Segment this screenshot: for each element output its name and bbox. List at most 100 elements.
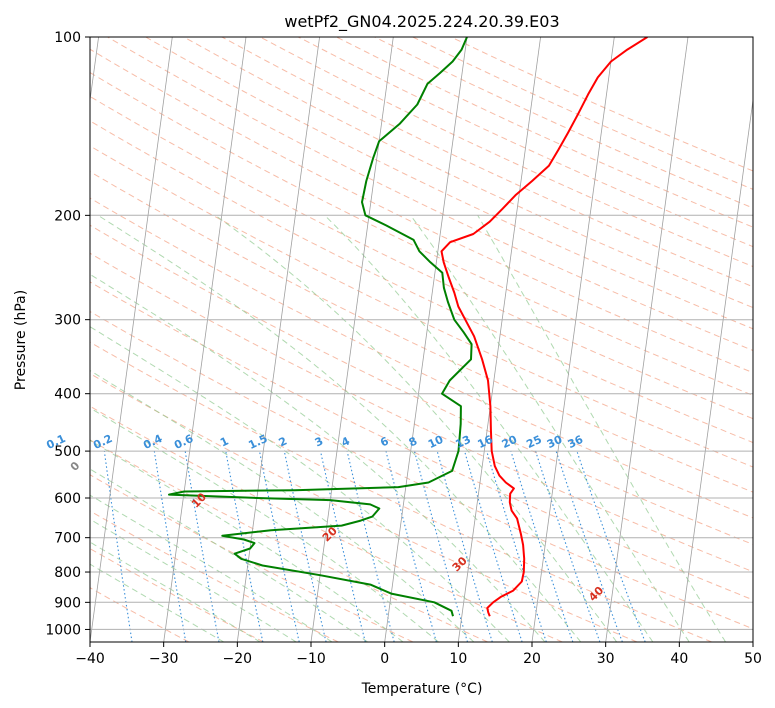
chart-title: wetPf2_GN04.2025.224.20.39.E03	[284, 12, 559, 32]
y-axis-label: Pressure (hPa)	[13, 290, 29, 390]
skewed-isotherm-line	[531, 37, 615, 642]
moist-adiabat-line	[215, 214, 618, 642]
dry-adiabat-line	[145, 37, 753, 330]
mixing-ratio-label: 2	[277, 434, 289, 449]
dry-adiabat-line	[90, 48, 753, 374]
y-tick-label: 100	[54, 30, 81, 46]
x-tick-label: −10	[296, 651, 326, 667]
x-tick-label: 0	[380, 651, 389, 667]
moist-adiabat-line	[324, 214, 654, 642]
skewed-isotherm-line	[605, 37, 689, 642]
mixing-ratio-label: 13	[453, 433, 472, 451]
mixing-ratio-label: 0.2	[91, 432, 114, 452]
dry-adiabat-line	[90, 171, 753, 493]
x-tick-label: 30	[597, 651, 615, 667]
mixing-ratio-line	[385, 450, 437, 642]
y-tick-label: 1000	[45, 622, 81, 638]
dry-adiabat-line	[90, 224, 753, 545]
grid-layer	[90, 37, 753, 642]
mixing-ratio-label: 25	[524, 433, 543, 451]
moist-adiabat-line	[477, 215, 727, 642]
dry-adiabat-line	[259, 37, 753, 268]
dry-adiabat-line	[90, 373, 638, 642]
mixing-ratio-line	[555, 450, 623, 642]
y-tick-label: 500	[54, 444, 81, 460]
x-tick-label: 20	[523, 651, 541, 667]
mixing-ratio-line	[153, 451, 187, 642]
plot-frame	[89, 36, 754, 643]
moist-adiabat-line	[90, 541, 261, 642]
series-layer	[168, 37, 648, 617]
skewed-isotherm-line	[384, 37, 468, 642]
moist-adiabat-line	[97, 214, 582, 642]
dry-adiabat-line	[90, 439, 488, 642]
moist-adiabat-line	[90, 326, 510, 642]
skewed-isotherm-line	[163, 37, 247, 642]
dry-adiabat-line	[90, 95, 753, 420]
mixing-ratio-label: 36	[566, 433, 586, 451]
skewed-isotherm-line	[90, 37, 173, 642]
dry-adiabat-line	[90, 120, 753, 444]
x-tick-label: −40	[75, 651, 105, 667]
skewed-isotherm-line	[678, 97, 753, 642]
x-tick-label: −30	[149, 651, 179, 667]
mixing-ratio-label: 0.4	[141, 432, 164, 452]
y-tick-label: 300	[54, 313, 81, 329]
dry-adiabat-line	[374, 37, 753, 209]
dry-adiabat-line	[90, 510, 339, 642]
mixing-ratio-line	[576, 450, 646, 642]
moist-adiabat-line	[90, 518, 297, 642]
skewed-isotherm-line	[310, 37, 394, 642]
mixing-ratio-line	[413, 450, 469, 642]
mixing-ratio-label: 8	[407, 434, 419, 449]
dry-adiabat-label: 40	[586, 584, 606, 604]
dry-adiabat-line	[90, 71, 753, 396]
dry-adiabat-label: 0	[68, 459, 83, 474]
mixing-ratio-label: 16	[476, 433, 496, 451]
x-tick-label: 10	[449, 651, 467, 667]
y-tick-label: 800	[54, 565, 81, 581]
moist-adiabat-line	[90, 273, 546, 642]
dewpoint-profile-line	[168, 37, 473, 617]
mixing-ratio-line	[535, 450, 601, 642]
temperature-profile-line	[440, 37, 648, 617]
mixing-ratio-label: 3	[313, 434, 325, 449]
moist-adiabat-line	[410, 215, 690, 642]
moist-adiabat-line	[90, 563, 225, 642]
mixing-ratio-label: 30	[545, 433, 565, 451]
dry-adiabat-line	[90, 548, 264, 642]
mixing-ratio-line	[319, 450, 366, 642]
x-tick-label: −20	[223, 651, 253, 667]
dry-adiabat-line	[90, 474, 414, 642]
dry-adiabat-line	[90, 145, 753, 468]
dry-adiabat-line	[107, 37, 753, 352]
skewed-isotherm-line	[752, 639, 753, 642]
skewed-isotherm-line	[457, 37, 541, 642]
mixing-ratio-line	[464, 450, 523, 642]
y-tick-label: 700	[54, 531, 81, 547]
mixing-ratio-line	[283, 450, 327, 642]
x-axis-label: Temperature (°C)	[361, 681, 483, 697]
mixing-ratio-line	[258, 450, 300, 642]
mixing-ratio-line	[486, 450, 547, 642]
dry-adiabat-line	[90, 281, 753, 601]
y-tick-label: 400	[54, 387, 81, 403]
moist-adiabat-line	[90, 369, 475, 642]
dry-adiabat-line	[336, 37, 753, 228]
dry-adiabat-line	[90, 252, 753, 573]
mixing-ratio-label: 10	[426, 433, 446, 451]
mixing-ratio-line	[510, 450, 574, 642]
y-tick-label: 900	[54, 595, 81, 611]
tick-layer: −40 −30 −20 −10 0 10 20 30 40 5010020030040050060…	[45, 30, 762, 667]
mixing-ratio-label: 1.5	[246, 432, 269, 452]
mixing-ratio-line	[225, 451, 264, 642]
dry-adiabat-line	[90, 310, 753, 630]
y-tick-label: 200	[54, 208, 81, 224]
dry-adiabat-line	[90, 405, 563, 642]
dry-adiabat-label: 10	[189, 490, 209, 510]
moist-adiabat-line	[90, 468, 368, 642]
mixing-ratio-label: 20	[500, 433, 520, 451]
dry-adiabat-line	[90, 341, 712, 642]
mixing-ratio-label: 4	[339, 434, 352, 449]
